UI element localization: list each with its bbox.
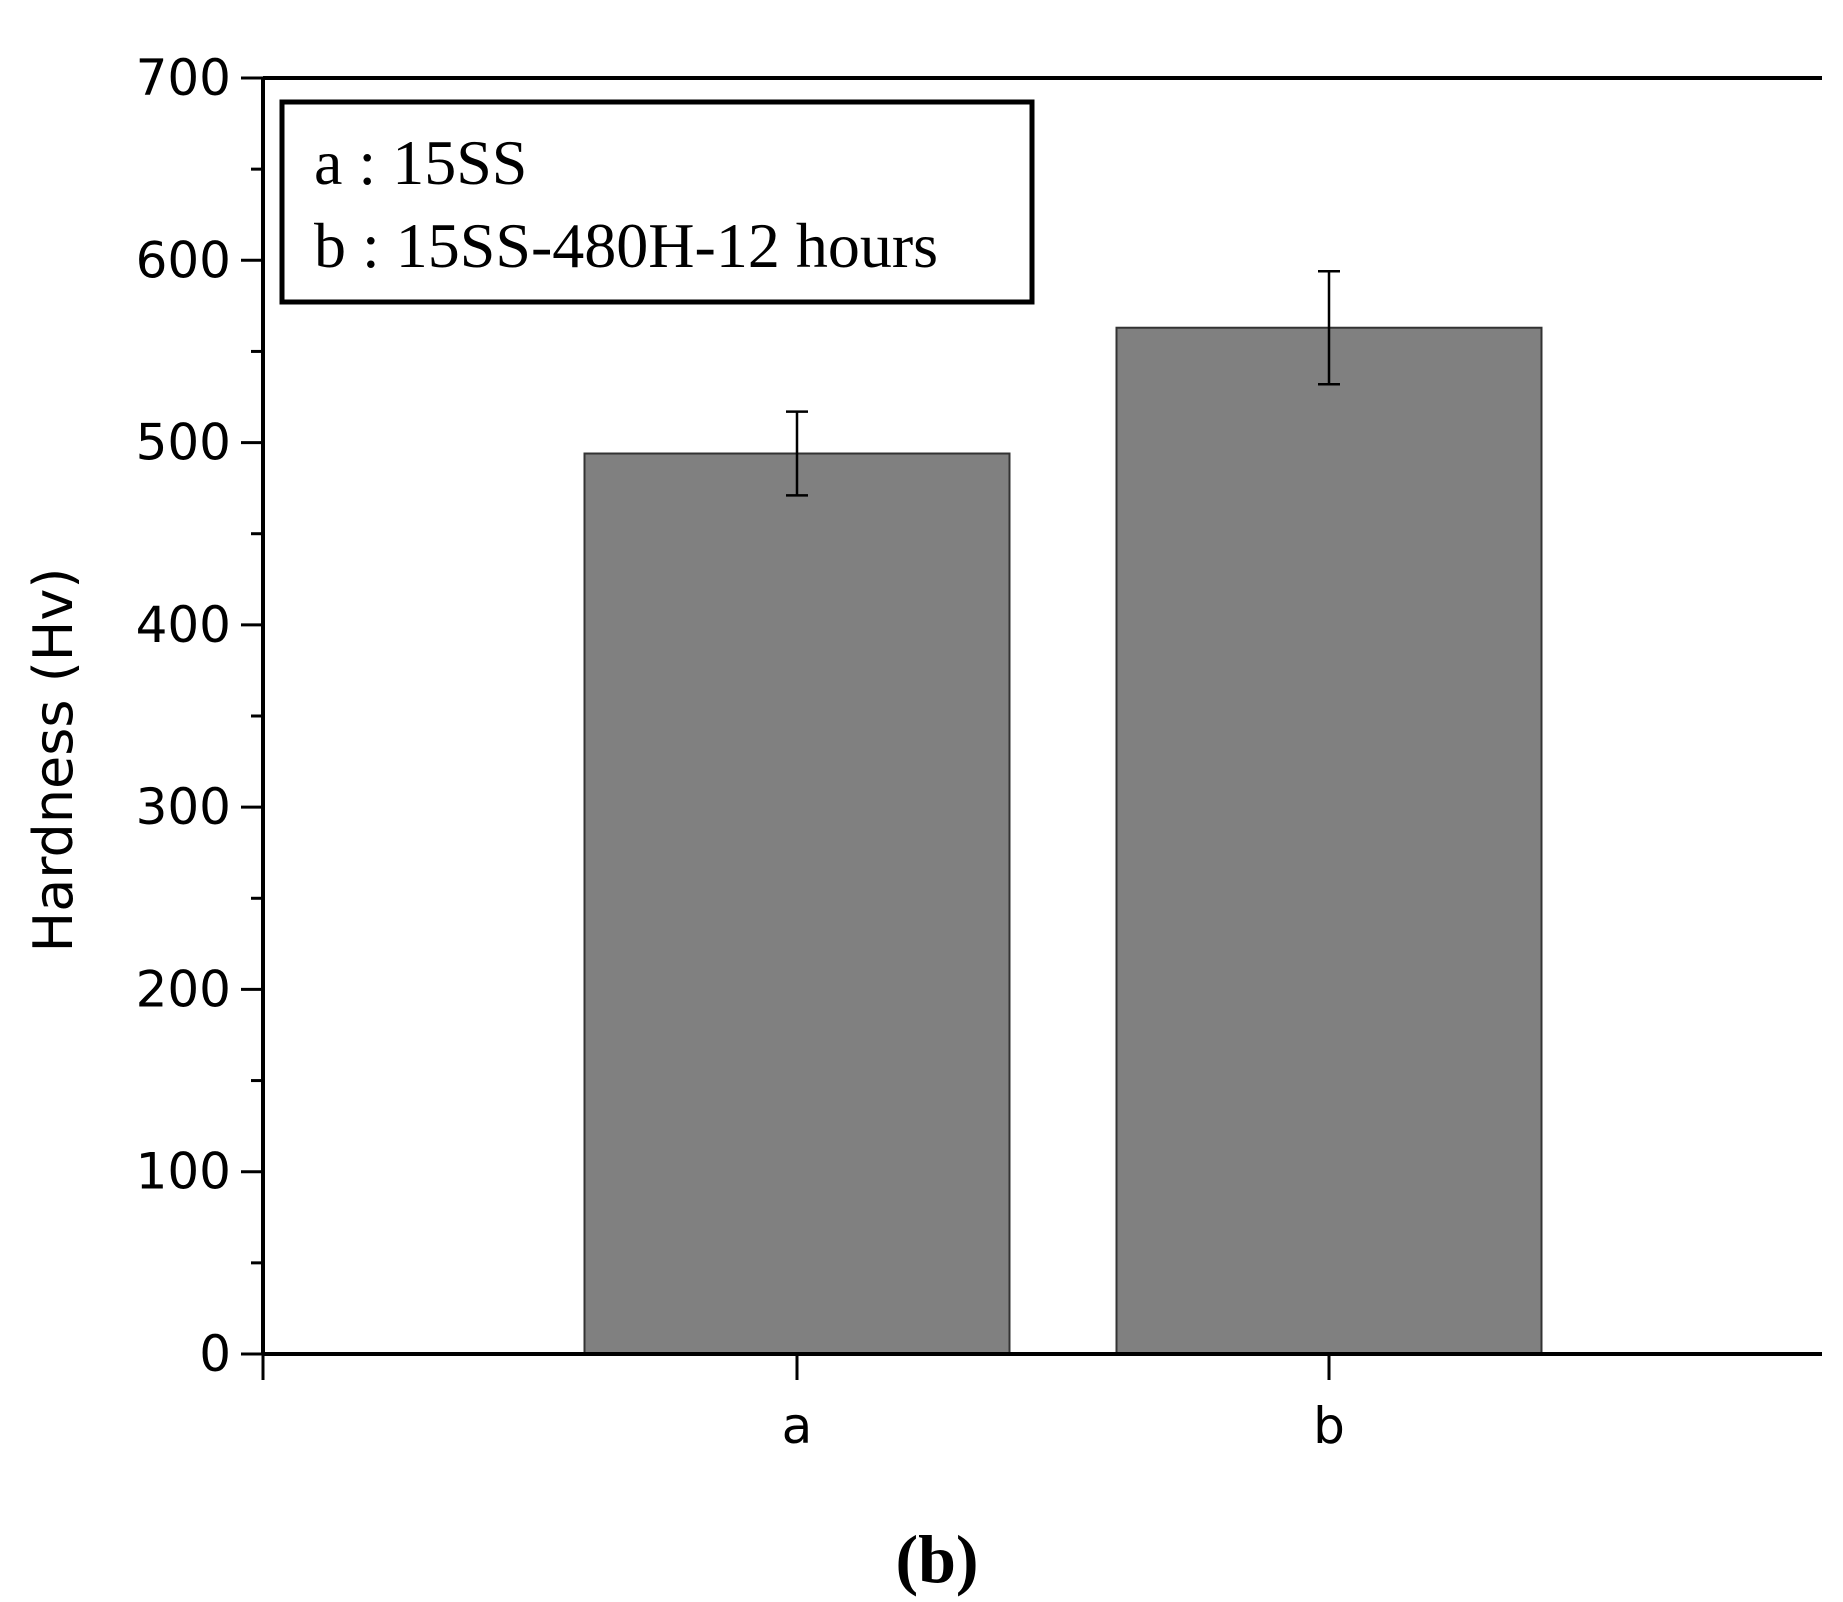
y-axis-title: Hardness (Hv): [22, 568, 85, 953]
axes-layer: [241, 76, 1822, 1380]
y-tick-label-700: 700: [136, 49, 231, 107]
bars-layer: [583, 326, 1543, 1356]
legend-entry-b: b : 15SS-480H-12 hours: [314, 210, 938, 281]
x-tick-label-b: b: [1313, 1397, 1345, 1455]
legend-frame: [279, 99, 1035, 305]
y-tick-label-100: 100: [136, 1143, 231, 1201]
bar-a: [583, 452, 1011, 1356]
y-tick-label-0: 0: [199, 1325, 231, 1383]
x-tick-label-a: a: [782, 1397, 813, 1455]
legend-entry-a: a : 15SS: [314, 127, 527, 198]
y-tick-label-400: 400: [136, 596, 231, 654]
y-tick-label-500: 500: [136, 414, 231, 472]
y-tick-label-200: 200: [136, 960, 231, 1018]
panel-label: (b): [895, 1521, 978, 1597]
y-tick-labels: 0 100 200 300 400 500 600 700: [136, 49, 231, 1383]
errorbars-layer: [786, 269, 1340, 497]
y-tick-label-600: 600: [136, 231, 231, 289]
legend-box: a : 15SS b : 15SS-480H-12 hours: [279, 99, 1035, 305]
y-tick-label-300: 300: [136, 778, 231, 836]
bar-b: [1115, 326, 1543, 1355]
